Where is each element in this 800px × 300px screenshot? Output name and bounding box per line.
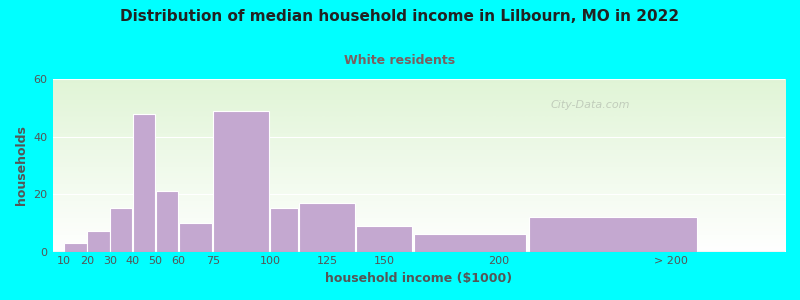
Bar [356,226,413,252]
Bar [133,113,155,252]
Bar [530,217,698,252]
X-axis label: household income ($1000): household income ($1000) [326,272,512,285]
Bar [156,191,178,252]
Bar [110,208,133,252]
Bar [214,111,270,252]
Bar [64,243,86,252]
Bar [178,223,213,252]
Bar [87,231,110,252]
Bar [270,208,298,252]
Bar [299,203,355,252]
Bar [414,234,526,252]
Text: Distribution of median household income in Lilbourn, MO in 2022: Distribution of median household income … [121,9,679,24]
Y-axis label: households: households [15,125,28,205]
Text: City-Data.com: City-Data.com [550,100,630,110]
Text: White residents: White residents [345,54,455,67]
